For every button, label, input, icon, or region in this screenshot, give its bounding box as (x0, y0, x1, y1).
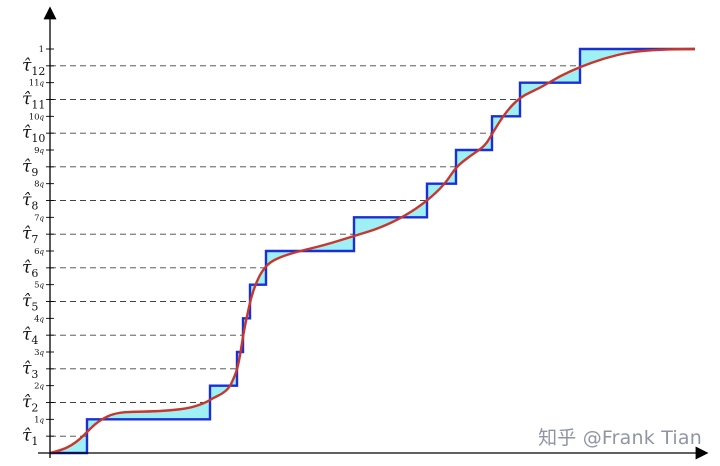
q-label-6: 6q (34, 247, 44, 257)
q-label-4: 4q (34, 314, 44, 324)
y-axis-ticks (46, 48, 54, 437)
tau-label-5: τ̂5 (22, 292, 38, 314)
tau-label-4: τ̂4 (22, 325, 38, 347)
q-label-8: 8q (34, 180, 44, 190)
tau-label-2: τ̂2 (22, 393, 38, 415)
watermark: 知乎 @Frank Tian (538, 427, 702, 449)
y-axis-labels: τ̂1τ̂2τ̂3τ̂4τ̂5τ̂6τ̂7τ̂8τ̂9τ̂10τ̂11τ̂121… (22, 45, 45, 448)
q-label-1: 1q (34, 415, 44, 425)
tau-label-12: τ̂12 (22, 56, 45, 78)
q-label-7: 7q (34, 213, 44, 223)
tau-label-11: τ̂11 (22, 90, 45, 112)
shaded-region-3 (210, 370, 237, 400)
tau-label-8: τ̂8 (22, 191, 38, 213)
top-tick-label: 1 (39, 45, 44, 55)
tau-label-9: τ̂9 (22, 157, 38, 179)
tau-label-3: τ̂3 (22, 359, 38, 381)
quantile-step-function (50, 47, 695, 455)
q-label-3: 3q (34, 348, 44, 358)
dashed-guide-lines (50, 65, 580, 437)
shaded-region-13 (580, 49, 695, 67)
shaded-error-regions (50, 49, 695, 453)
q-label-11: 11q (29, 79, 45, 89)
shaded-region-1 (50, 432, 87, 453)
shaded-region-2 (87, 399, 210, 432)
tau-label-6: τ̂6 (22, 258, 38, 280)
q-label-2: 2q (34, 382, 44, 392)
tau-label-1: τ̂1 (22, 426, 38, 448)
q-label-5: 5q (34, 281, 44, 291)
tau-label-7: τ̂7 (22, 224, 38, 246)
true-cdf-curve (49, 47, 696, 455)
q-label-10: 10q (29, 112, 45, 122)
q-label-9: 9q (34, 146, 44, 156)
tau-label-10: τ̂10 (22, 123, 45, 145)
